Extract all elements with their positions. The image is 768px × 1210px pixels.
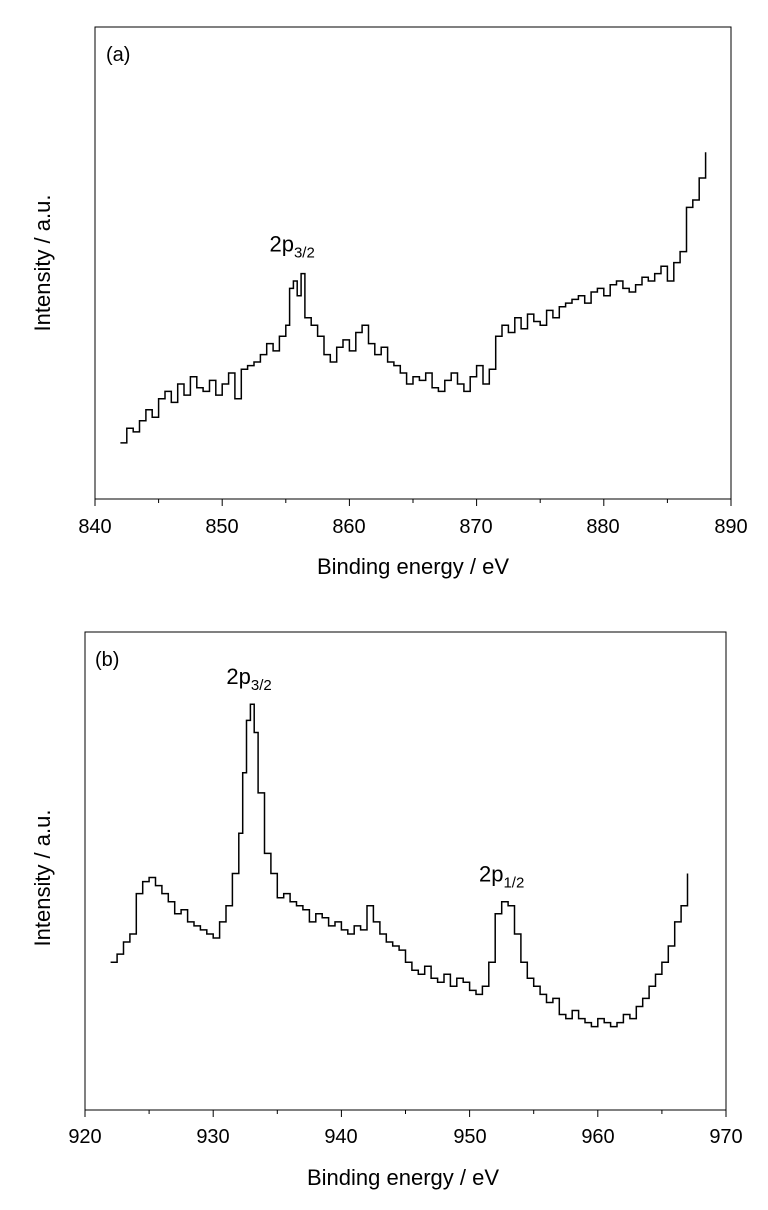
x-tick-label-b-5: 970 [709,1126,742,1148]
x-tick-label-a-3: 870 [459,516,492,538]
x-tick-label-b-3: 950 [453,1126,486,1148]
peak-label-b-2p32-sub: 3/2 [251,677,272,694]
x-axis-title-a: Binding energy / eV [317,554,509,579]
x-tick-label-a-4: 880 [586,516,619,538]
x-tick-label-a-5: 890 [714,516,747,538]
peak-label-b-2p12-sub: 1/2 [503,875,524,892]
peak-label-a-2p32-sub: 3/2 [294,245,315,262]
x-tick-labels-a: 840 850 860 870 880 890 [78,516,747,538]
x-tick-label-b-0: 920 [68,1126,101,1148]
x-tick-label-b-4: 960 [581,1126,614,1148]
peak-label-b-2p12-main: 2p [479,862,503,887]
peak-label-a-2p32: 2p3/2 [269,232,314,262]
xps-trace-a [120,152,707,444]
panel-b: 920 930 940 950 960 970 Binding energy /… [30,631,743,1190]
peak-label-b-2p32-main: 2p [226,664,250,689]
y-axis-title-b: Intensity / a.u. [30,810,55,947]
x-tick-labels-b: 920 930 940 950 960 970 [68,1126,742,1148]
peak-label-a-2p32-main: 2p [269,232,293,257]
x-axis-title-b: Binding energy / eV [307,1165,499,1190]
plot-frame-b [84,631,727,1111]
peak-label-b-2p12: 2p1/2 [479,862,524,892]
x-tick-label-a-1: 850 [205,516,238,538]
panel-label-b: (b) [95,649,119,671]
panel-a: 840 850 860 870 880 890 Binding energy /… [30,26,748,579]
x-tick-label-a-2: 860 [332,516,365,538]
panel-label-a: (a) [106,44,130,66]
peak-label-b-2p32: 2p3/2 [226,664,271,694]
y-axis-title-a: Intensity / a.u. [30,195,55,332]
plot-frame-a [94,26,732,500]
xps-trace-b [110,703,689,1028]
x-tick-label-b-1: 930 [196,1126,229,1148]
x-ticks-a [94,499,732,506]
x-ticks-b [84,1110,727,1117]
x-tick-label-b-2: 940 [324,1126,357,1148]
x-tick-label-a-0: 840 [78,516,111,538]
